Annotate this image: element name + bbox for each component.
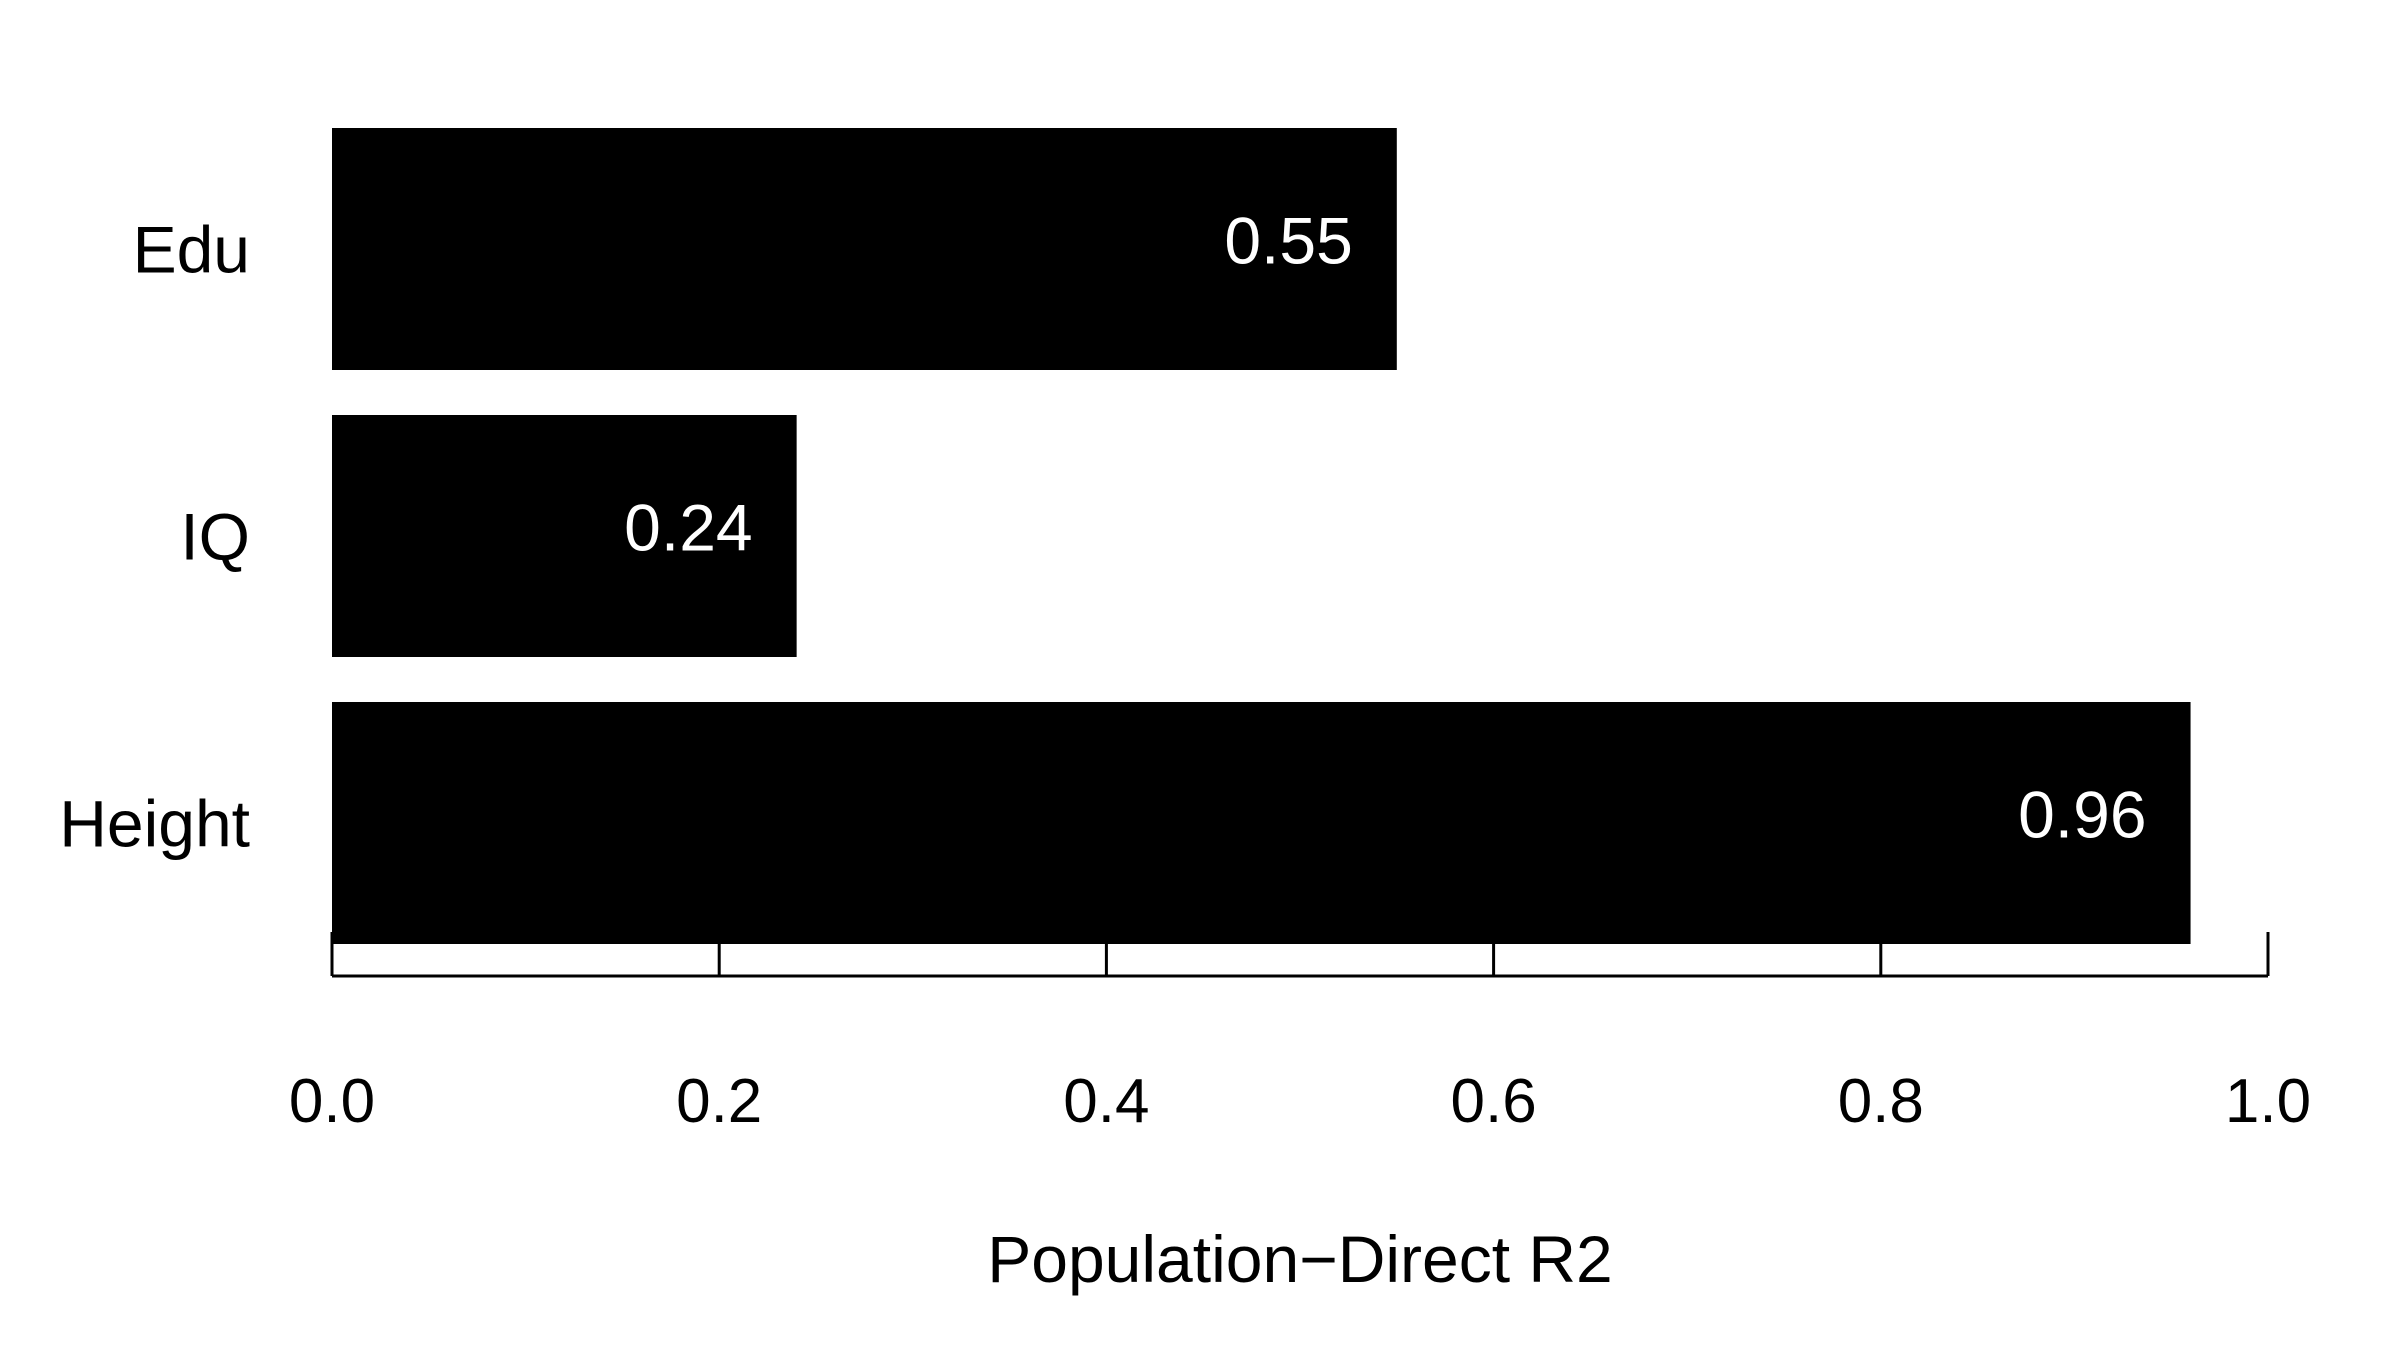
x-axis: 0.0 0.2 0.4 0.6 0.8 1.0 <box>289 932 2311 1136</box>
bars: 0.55 0.24 0.96 <box>332 128 2191 944</box>
category-label-edu: Edu <box>133 212 250 286</box>
data-label-iq: 0.24 <box>624 490 752 564</box>
x-tick-label: 0.8 <box>1838 1067 1924 1136</box>
x-tick-label: 0.0 <box>289 1067 375 1136</box>
data-label-height: 0.96 <box>2018 777 2146 851</box>
x-tick-label: 1.0 <box>2225 1067 2311 1136</box>
x-tick-label: 0.6 <box>1450 1067 1536 1136</box>
x-tick-label: 0.4 <box>1063 1067 1149 1136</box>
category-label-iq: IQ <box>180 499 250 573</box>
bar-height <box>332 702 2191 944</box>
category-labels: Edu IQ Height <box>59 212 250 860</box>
data-label-edu: 0.55 <box>1224 203 1352 277</box>
category-label-height: Height <box>59 786 250 860</box>
bar-iq <box>332 415 797 657</box>
x-axis-title: Population−Direct R2 <box>987 1222 1613 1296</box>
x-tick-label: 0.2 <box>676 1067 762 1136</box>
bar-edu <box>332 128 1397 370</box>
